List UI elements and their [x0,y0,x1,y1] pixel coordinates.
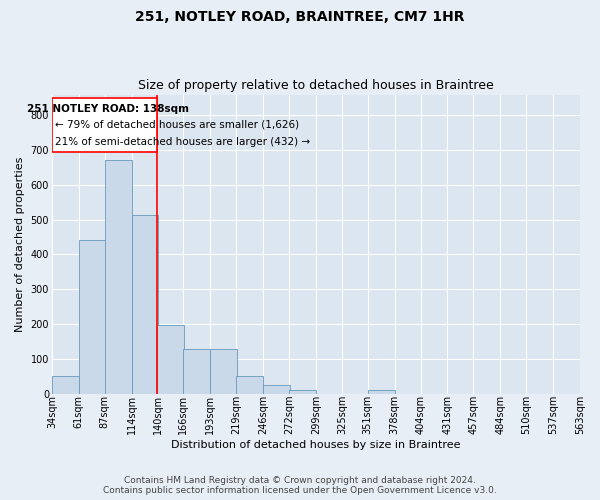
Title: Size of property relative to detached houses in Braintree: Size of property relative to detached ho… [138,79,494,92]
Bar [79,240,106,394]
Bar [263,385,290,394]
Bar [104,160,131,394]
Text: 251 NOTLEY ROAD: 138sqm: 251 NOTLEY ROAD: 138sqm [26,104,188,115]
Text: Contains HM Land Registry data © Crown copyright and database right 2024.
Contai: Contains HM Land Registry data © Crown c… [103,476,497,495]
Text: ← 79% of detached houses are smaller (1,626): ← 79% of detached houses are smaller (1,… [55,120,299,130]
Text: 251, NOTLEY ROAD, BRAINTREE, CM7 1HR: 251, NOTLEY ROAD, BRAINTREE, CM7 1HR [135,10,465,24]
FancyBboxPatch shape [52,98,157,152]
Bar [157,326,184,394]
X-axis label: Distribution of detached houses by size in Braintree: Distribution of detached houses by size … [171,440,461,450]
Bar [210,350,237,394]
Text: 21% of semi-detached houses are larger (432) →: 21% of semi-detached houses are larger (… [55,136,310,146]
Y-axis label: Number of detached properties: Number of detached properties [15,156,25,332]
Bar [52,376,79,394]
Bar [236,376,263,394]
Bar [368,390,395,394]
Bar [184,350,210,394]
Bar [289,390,316,394]
Bar [131,214,158,394]
